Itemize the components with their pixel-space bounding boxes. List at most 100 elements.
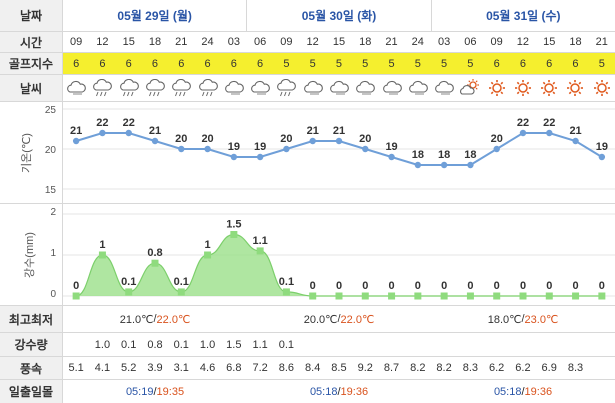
max-temp: 23.0℃	[524, 313, 559, 326]
rain-amount-cell	[510, 333, 536, 356]
sun-day-1: 05:19/19:35	[125, 385, 185, 398]
wind-cell: 8.6	[278, 362, 295, 374]
rain-label: 1.5	[226, 219, 241, 231]
time-row: 시간 09 12 15 18 21 24 03 06 09 12 15 18 21 24 03 06 09 12 1…	[0, 32, 615, 53]
date-header-1: 05월 29일 (월)	[117, 9, 192, 23]
time-cell: 15	[543, 36, 556, 48]
rain-amount-cell: 0.8	[147, 338, 163, 351]
temperature-point	[519, 129, 527, 137]
partly-sunny-icon	[457, 75, 483, 101]
wind-cell: 6.8	[226, 362, 242, 374]
rain-amount-cell: 0.1	[278, 338, 295, 351]
wind-cell: 8.2	[436, 362, 452, 374]
temp-tick-25: 25	[44, 105, 56, 116]
rain-amount-cell	[63, 333, 89, 356]
golf-index-cell: 6	[483, 53, 510, 74]
min-temp: 20.0℃	[303, 313, 338, 326]
wind-cell: 6.2	[515, 362, 531, 374]
sun-icon	[536, 75, 562, 101]
rain-label: 0	[362, 280, 368, 292]
cloudy-icon	[352, 75, 378, 101]
rain-amount-cell: 1.0	[199, 338, 216, 351]
rain-amount-cell: 1.0	[94, 338, 111, 351]
sunrise-time: 05:18	[309, 385, 338, 398]
temperature-label: 18	[438, 149, 450, 161]
cloudy-icon	[221, 75, 247, 101]
golf-index-cell: 5	[378, 53, 405, 74]
wind-cell: 6.2	[488, 362, 505, 374]
rain-amount-cell	[589, 333, 615, 356]
minmax-row: 최고최저 21.0℃/22.0℃ 20.0℃/22.0℃ 18.0℃/23.0℃	[0, 306, 615, 333]
temperature-point	[414, 161, 422, 169]
rain-point	[98, 251, 106, 259]
date-row-label: 날짜	[0, 0, 63, 31]
temperature-axis-title: 기온(℃)	[20, 132, 33, 173]
rain-point	[440, 292, 448, 300]
rain-amount-cell	[562, 333, 588, 356]
rain-point	[335, 292, 343, 300]
rain-point	[598, 292, 606, 300]
rain-point	[151, 259, 159, 267]
temperature-point	[178, 145, 185, 153]
cloud-rain-icon	[194, 75, 220, 101]
rain-point	[572, 292, 580, 300]
cloud-rain-icon	[142, 75, 168, 101]
temperature-point	[335, 137, 343, 145]
rain-amount-cell	[300, 333, 326, 356]
sunset-time: 19:36	[340, 385, 369, 398]
temperature-label: 22	[96, 117, 108, 129]
time-cell: 12	[96, 36, 109, 48]
rain-tick-2: 2	[50, 207, 56, 218]
rain-amount-cell	[536, 333, 562, 356]
time-cell: 03	[437, 36, 451, 48]
golf-index-cell: 6	[115, 53, 142, 74]
minmax-day-3: 18.0℃/23.0℃	[487, 313, 559, 326]
wind-cell: 3.1	[173, 362, 189, 374]
rain-point	[309, 292, 317, 300]
rain-label: 0	[546, 280, 552, 292]
rain-amount-cell: 0.1	[121, 338, 137, 351]
rain-amount-cell	[378, 333, 404, 356]
golf-index-cell: 6	[141, 53, 169, 74]
wind-cell: 3.9	[147, 362, 163, 374]
rain-point	[204, 251, 212, 259]
golf-index-cell: 5	[588, 53, 615, 74]
sunrise-time: 05:19	[125, 385, 154, 398]
temperature-point	[151, 137, 159, 145]
min-temp: 18.0℃	[487, 313, 522, 326]
temperature-point	[598, 153, 606, 161]
time-cell: 12	[306, 36, 319, 48]
rain-chart-row: 강수(mm) 2 1 0 0 1 0.1 0.8 0.1 1 1.5 1.1 0.1 0 0 0 0 0 0…	[0, 204, 615, 306]
sun-icon	[484, 75, 510, 101]
rain-amount-row-label: 강수량	[0, 333, 63, 356]
rain-label: 0	[467, 280, 473, 292]
rain-point	[177, 288, 185, 296]
cloud-rain-icon	[168, 75, 194, 101]
wind-cell: 8.5	[331, 362, 347, 374]
temperature-point	[546, 129, 553, 137]
temperature-point	[72, 137, 80, 145]
cloudy-icon	[378, 75, 404, 101]
cloudy-icon	[326, 75, 352, 101]
temperature-point	[493, 145, 500, 153]
rain-area	[76, 234, 602, 296]
cloudy-icon	[431, 75, 457, 101]
temperature-label: 21	[149, 125, 161, 137]
weather-row: 날씨	[0, 75, 615, 102]
rain-point	[125, 288, 133, 296]
golf-index-cell: 5	[352, 53, 379, 74]
temperature-label: 20	[491, 133, 503, 145]
date-header-2: 05월 30일 (화)	[246, 0, 430, 31]
time-cell: 21	[385, 36, 398, 48]
rain-label: 0	[599, 280, 605, 292]
wind-cell: 7.2	[252, 362, 268, 374]
time-cell: 24	[411, 36, 424, 48]
time-cell: 06	[253, 36, 267, 48]
rain-label: 0	[573, 280, 579, 292]
rain-label: 0	[415, 280, 421, 292]
temperature-point	[230, 153, 238, 161]
temperature-label: 19	[254, 141, 266, 153]
rain-amount-row: 강수량 1.0 0.1 0.8 0.1 1.0 1.5 1.1 0.1	[0, 333, 615, 357]
rain-tick-1: 1	[50, 248, 56, 259]
rain-label: 0.8	[147, 247, 162, 259]
